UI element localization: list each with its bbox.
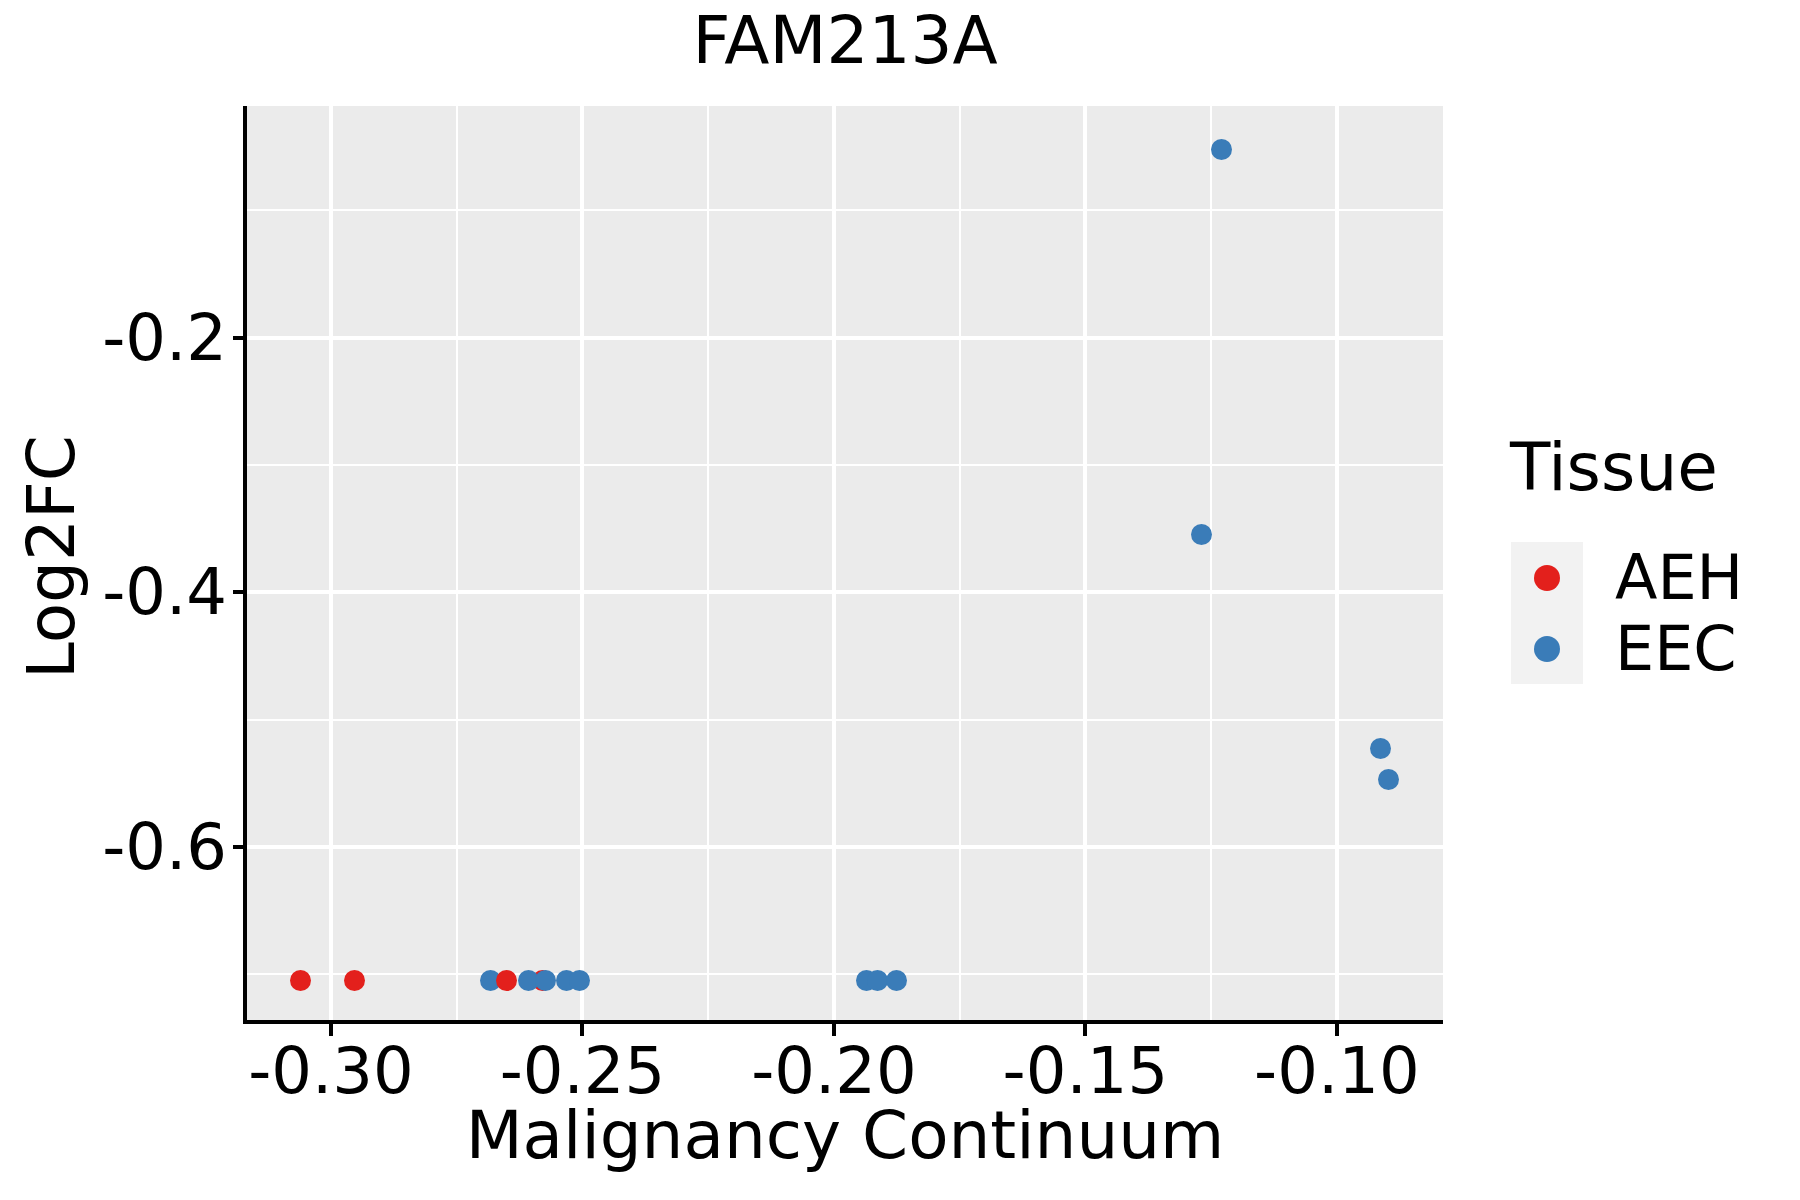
data-point-eec	[886, 970, 907, 991]
major-gridline-horizontal	[247, 336, 1443, 340]
y-axis-tick	[233, 590, 245, 594]
legend-entry-aeh: AEH	[1511, 542, 1743, 613]
minor-gridline-vertical	[959, 106, 961, 1020]
y-axis-tick	[233, 845, 245, 849]
minor-gridline-vertical	[456, 106, 458, 1020]
legend: Tissue AEH EEC	[1508, 430, 1788, 710]
x-axis-line	[243, 1020, 1443, 1024]
minor-gridline-vertical	[707, 106, 709, 1020]
y-axis-line	[243, 106, 247, 1024]
major-gridline-vertical	[580, 106, 584, 1020]
data-point-aeh	[344, 970, 365, 991]
major-gridline-vertical	[329, 106, 333, 1020]
legend-entry-eec: EEC	[1511, 613, 1737, 684]
legend-label-eec: EEC	[1615, 618, 1737, 680]
data-point-eec	[1370, 738, 1391, 759]
major-gridline-horizontal	[247, 845, 1443, 849]
minor-gridline-vertical	[1210, 106, 1212, 1020]
major-gridline-vertical	[1083, 106, 1087, 1020]
x-axis-tick-label: -0.30	[221, 1036, 441, 1106]
y-axis-tick	[233, 336, 245, 340]
y-axis-tick-label: -0.2	[0, 306, 227, 370]
data-point-eec	[1378, 769, 1399, 790]
data-point-eec	[569, 970, 590, 991]
major-gridline-horizontal	[247, 590, 1443, 594]
x-axis-tick-label: -0.15	[975, 1036, 1195, 1106]
legend-key-eec	[1511, 613, 1583, 684]
legend-title: Tissue	[1510, 430, 1718, 506]
data-point-eec	[535, 970, 556, 991]
y-axis-label: Log2FC	[19, 435, 85, 679]
legend-dot-aeh-icon	[1534, 565, 1560, 591]
legend-key-aeh	[1511, 542, 1583, 613]
major-gridline-vertical	[832, 106, 836, 1020]
figure: FAM213A -0.30 -0.25 -0.20 -0.15 -0.10 -0.2 -0.…	[0, 0, 1800, 1200]
plot-panel	[247, 106, 1443, 1020]
x-axis-tick-label: -0.10	[1227, 1036, 1447, 1106]
minor-gridline-horizontal	[247, 973, 1443, 975]
data-point-aeh	[496, 970, 517, 991]
data-point-eec	[1191, 524, 1212, 545]
x-axis-label: Malignancy Continuum	[247, 1103, 1443, 1169]
x-axis-tick-label: -0.20	[724, 1036, 944, 1106]
x-axis-tick-label: -0.25	[472, 1036, 692, 1106]
y-axis-tick-label: -0.6	[0, 815, 227, 879]
data-point-eec	[867, 970, 888, 991]
major-gridline-vertical	[1335, 106, 1339, 1020]
legend-dot-eec-icon	[1534, 636, 1560, 662]
chart-title: FAM213A	[247, 8, 1443, 74]
data-point-eec	[1211, 139, 1232, 160]
minor-gridline-horizontal	[247, 209, 1443, 211]
legend-label-aeh: AEH	[1615, 547, 1743, 609]
data-point-aeh	[290, 970, 311, 991]
minor-gridline-horizontal	[247, 719, 1443, 721]
minor-gridline-horizontal	[247, 464, 1443, 466]
